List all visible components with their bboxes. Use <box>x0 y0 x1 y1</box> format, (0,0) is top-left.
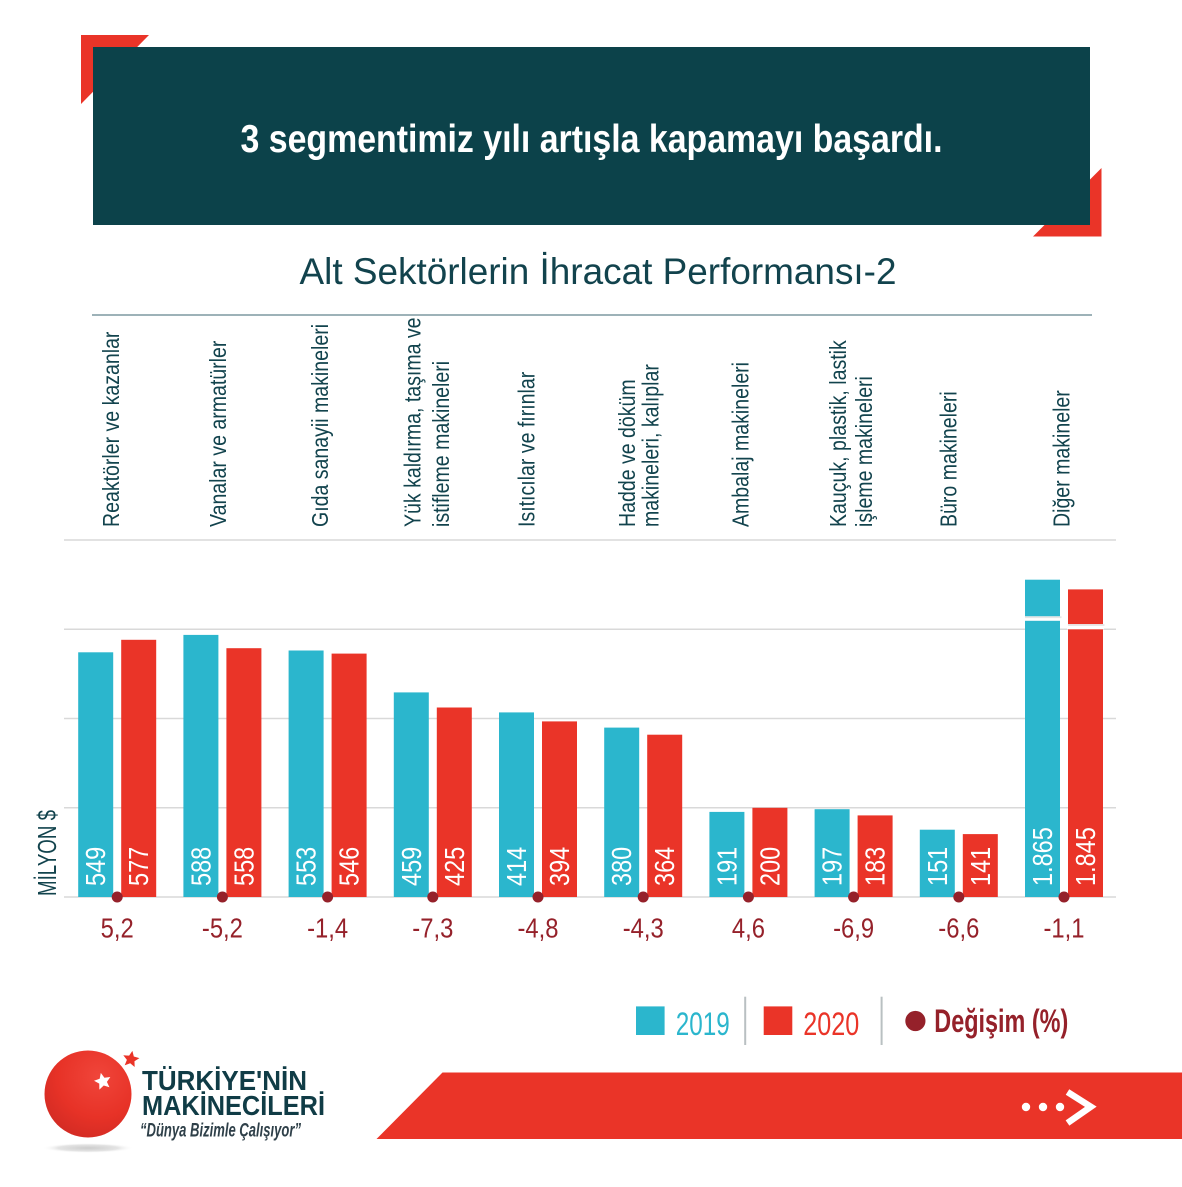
svg-text:4,6: 4,6 <box>732 912 765 944</box>
svg-text:364: 364 <box>650 847 680 886</box>
svg-text:Reaktörler ve kazanlar: Reaktörler ve kazanlar <box>99 332 125 527</box>
svg-text:141: 141 <box>966 847 996 886</box>
svg-text:459: 459 <box>397 847 427 886</box>
svg-text:558: 558 <box>230 847 260 886</box>
svg-text:183: 183 <box>861 847 891 886</box>
svg-text:Vanalar ve armatürler: Vanalar ve armatürler <box>205 341 231 527</box>
svg-text:işleme makineleri: işleme makineleri <box>852 376 878 527</box>
svg-text:3 segmentimiz yılı artışla kap: 3 segmentimiz yılı artışla kapamayı başa… <box>241 118 943 161</box>
svg-text:549: 549 <box>81 847 111 886</box>
svg-text:5,2: 5,2 <box>101 912 134 944</box>
svg-text:546: 546 <box>335 847 365 886</box>
svg-text:553: 553 <box>292 847 322 886</box>
svg-text:makineleri, kalıplar: makineleri, kalıplar <box>638 364 664 527</box>
svg-text:2020: 2020 <box>803 1006 859 1042</box>
svg-text:414: 414 <box>502 847 532 886</box>
svg-text:Ambalaj makineleri: Ambalaj makineleri <box>728 362 754 527</box>
svg-text:Değişim (%): Değişim (%) <box>934 1003 1068 1039</box>
svg-text:Yük kaldırma, taşıma ve: Yük kaldırma, taşıma ve <box>400 317 426 527</box>
svg-text:-1,1: -1,1 <box>1044 912 1085 944</box>
svg-text:istifleme makineleri: istifleme makineleri <box>428 361 454 527</box>
svg-text:Gıda sanayii makineleri: Gıda sanayii makineleri <box>308 324 334 527</box>
svg-text:Kauçuk, plastik, lastik: Kauçuk, plastik, lastik <box>826 340 852 527</box>
svg-text:197: 197 <box>818 847 848 886</box>
svg-text:MAKİNECİLERİ: MAKİNECİLERİ <box>142 1090 325 1121</box>
svg-text:Büro makineleri: Büro makineleri <box>936 391 962 527</box>
svg-text:Isıtıcılar ve fırınlar: Isıtıcılar ve fırınlar <box>514 372 540 527</box>
svg-text:1.845: 1.845 <box>1071 827 1101 886</box>
svg-text:2019: 2019 <box>676 1006 730 1042</box>
svg-text:380: 380 <box>607 847 637 886</box>
svg-text:425: 425 <box>440 847 470 886</box>
svg-text:-6,9: -6,9 <box>833 912 874 944</box>
svg-text:200: 200 <box>756 847 786 886</box>
svg-text:MİLYON $: MİLYON $ <box>32 810 62 896</box>
svg-text:“Dünya Bizimle Çalışıyor”: “Dünya Bizimle Çalışıyor” <box>140 1120 301 1142</box>
svg-text:Hadde ve döküm: Hadde ve döküm <box>615 379 641 527</box>
svg-text:-1,4: -1,4 <box>307 912 348 944</box>
svg-text:Diğer makineler: Diğer makineler <box>1049 390 1075 527</box>
svg-text:-4,3: -4,3 <box>623 912 664 944</box>
svg-text:588: 588 <box>187 847 217 886</box>
svg-text:577: 577 <box>124 847 154 886</box>
svg-text:191: 191 <box>713 847 743 886</box>
svg-text:394: 394 <box>545 847 575 886</box>
svg-text:-6,6: -6,6 <box>938 912 979 944</box>
svg-text:-7,3: -7,3 <box>412 912 453 944</box>
svg-text:1.865: 1.865 <box>1028 827 1058 886</box>
svg-text:-5,2: -5,2 <box>202 912 243 944</box>
svg-text:151: 151 <box>923 847 953 886</box>
svg-text:Alt Sektörlerin İhracat Perfor: Alt Sektörlerin İhracat Performansı-2 <box>300 251 897 292</box>
svg-text:-4,8: -4,8 <box>518 912 559 944</box>
